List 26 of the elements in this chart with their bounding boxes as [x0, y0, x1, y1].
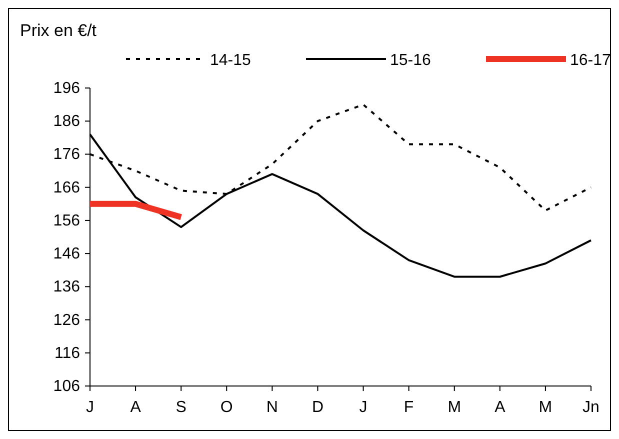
y-tick-label: 156	[53, 212, 80, 230]
x-tick-label: D	[312, 399, 324, 416]
y-tick-label: 196	[53, 80, 80, 97]
x-tick-label: O	[220, 399, 233, 416]
y-tick-label: 136	[53, 278, 80, 296]
legend-label: 15-16	[390, 52, 432, 69]
x-tick-label: S	[176, 399, 186, 416]
legend-label: 16-17	[570, 52, 612, 69]
x-tick-label: M	[448, 399, 462, 416]
y-tick-label: 176	[53, 146, 80, 164]
y-tick-label: 116	[54, 344, 80, 362]
y-tick-label: 186	[53, 113, 80, 130]
y-tick-label: 126	[53, 312, 80, 329]
y-tick-label: 146	[53, 246, 80, 263]
x-tick-label: J	[86, 399, 94, 416]
x-tick-label: A	[130, 399, 142, 416]
x-tick-label: N	[266, 399, 278, 416]
legend-label: 14-15	[210, 52, 252, 69]
y-tick-label: 106	[53, 378, 80, 395]
x-tick-label: A	[494, 399, 506, 416]
y-axis-title: Prix en €/t	[20, 21, 97, 40]
x-tick-label: F	[404, 399, 414, 416]
y-tick-label: 166	[53, 179, 80, 196]
x-tick-label: J	[359, 399, 368, 416]
x-tick-label: Jn	[582, 399, 600, 416]
x-tick-label: M	[538, 399, 552, 416]
